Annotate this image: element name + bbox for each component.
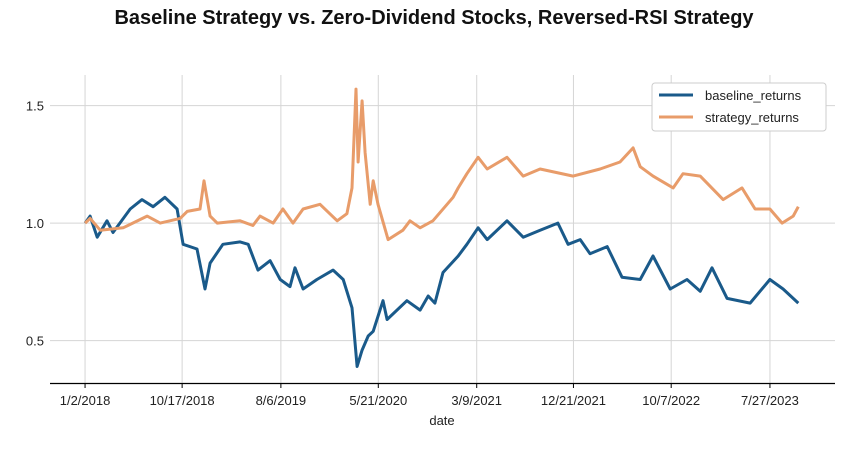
y-axis: 0.5 1.0 1.5	[26, 99, 44, 349]
legend-box	[651, 82, 827, 132]
y-tick-label: 0.5	[26, 334, 44, 349]
legend-label-baseline: baseline_returns	[705, 88, 802, 103]
y-tick-label: 1.5	[26, 99, 44, 114]
x-tick-label: 12/21/2021	[541, 393, 606, 408]
legend-label-strategy: strategy_returns	[705, 110, 799, 125]
x-tick-label: 7/27/2023	[741, 393, 799, 408]
legend: baseline_returns strategy_returns	[651, 82, 827, 132]
x-axis: 1/2/2018 10/17/2018 8/6/2019 5/21/2020 3/9/2…	[60, 383, 799, 408]
x-tick-label: 8/6/2019	[256, 393, 307, 408]
series-line-baseline_returns	[83, 195, 800, 368]
x-tick-label: 5/21/2020	[349, 393, 407, 408]
x-tick-label: 10/7/2022	[642, 393, 700, 408]
x-tick-label: 1/2/2018	[60, 393, 111, 408]
chart-title: Baseline Strategy vs. Zero-Dividend Stoc…	[114, 7, 754, 29]
x-tick-label: 3/9/2021	[451, 393, 502, 408]
x-axis-label: date	[429, 413, 454, 428]
series-lines	[83, 87, 800, 368]
x-tick-label: 10/17/2018	[150, 393, 215, 408]
y-tick-label: 1.0	[26, 216, 44, 231]
series-line-strategy_returns	[84, 87, 800, 242]
